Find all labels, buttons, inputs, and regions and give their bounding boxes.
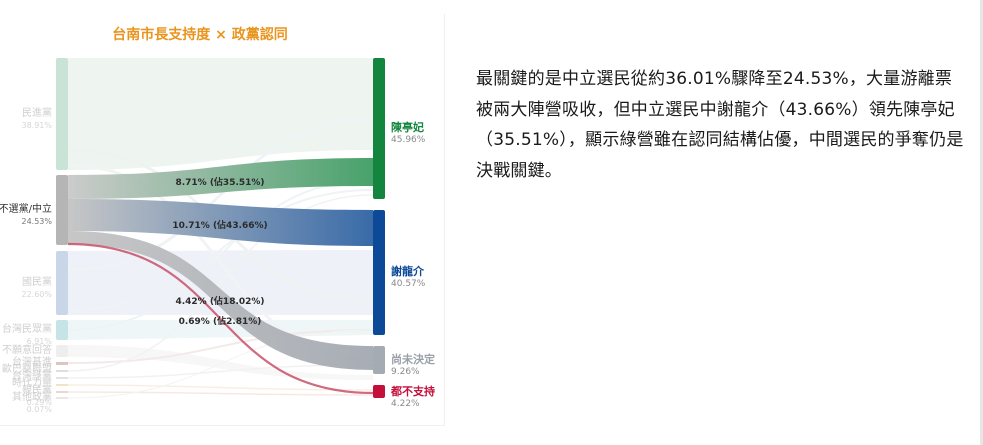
flow-neutral-to-hsieh bbox=[68, 199, 373, 246]
label-neither: 都不支持 4.22% bbox=[391, 385, 435, 410]
sankey-diagram bbox=[56, 58, 385, 399]
label-other: 其他政黨 0.07% bbox=[12, 392, 52, 414]
flow-label-neither: 0.69% (佔2.81%) bbox=[178, 317, 262, 327]
label-pfp: 親民黨 0.29% bbox=[22, 385, 52, 407]
node-pfp bbox=[56, 391, 68, 393]
flow-neutral-to-undecided bbox=[68, 231, 373, 370]
commentary-text: 最關鍵的是中立選民從約36.01%驟降至24.53%，大量游離票被兩大陣營吸收，… bbox=[476, 69, 964, 181]
node-chen bbox=[373, 58, 385, 199]
flow-neutral-to-chen bbox=[68, 158, 373, 199]
label-green: 台灣綠黨 bbox=[12, 371, 52, 382]
node-tpp bbox=[56, 320, 68, 340]
chart-title: 台南市長支持度 × 政黨認同 bbox=[112, 27, 288, 43]
node-tsp bbox=[56, 362, 68, 365]
node-no-answer bbox=[56, 345, 68, 357]
node-other bbox=[56, 397, 68, 399]
flow-label-hsieh: 10.71% (佔43.66%) bbox=[172, 221, 268, 231]
node-neutral bbox=[56, 175, 68, 245]
label-undecided: 尚未決定 9.26% bbox=[391, 353, 435, 378]
flow-label-chen: 8.71% (佔35.51%) bbox=[175, 178, 265, 188]
label-tpp: 台灣民眾黨 6.91% bbox=[2, 324, 52, 346]
node-dpp bbox=[56, 58, 68, 170]
label-npp: 時代力量 bbox=[12, 378, 52, 389]
label-chen: 陳亭妃 45.96% bbox=[391, 121, 426, 146]
scrollbar[interactable] bbox=[980, 0, 983, 445]
background-flows bbox=[67, 58, 374, 399]
label-kmt: 國民黨 22.60% bbox=[21, 277, 52, 299]
label-hsieh: 謝龍介 40.57% bbox=[391, 265, 426, 290]
flow-neutral-to-neither bbox=[67, 242, 374, 395]
node-npp bbox=[56, 384, 68, 386]
node-obasan bbox=[56, 370, 68, 372]
flow-label-undecided: 4.42% (佔18.02%) bbox=[175, 297, 265, 307]
node-neither bbox=[373, 385, 385, 398]
node-undecided bbox=[373, 346, 385, 374]
label-obasan: 歐巴桑聯盟 bbox=[2, 364, 52, 375]
node-hsieh bbox=[373, 210, 385, 335]
label-neutral: 不選黨/中立 24.53% bbox=[0, 204, 52, 226]
node-kmt bbox=[56, 251, 68, 315]
label-tsp: 台灣基進 bbox=[12, 357, 52, 368]
label-dpp: 民進黨 38.91% bbox=[21, 108, 52, 130]
label-no-answer: 不願意回答 bbox=[2, 345, 52, 356]
node-green bbox=[56, 377, 68, 379]
